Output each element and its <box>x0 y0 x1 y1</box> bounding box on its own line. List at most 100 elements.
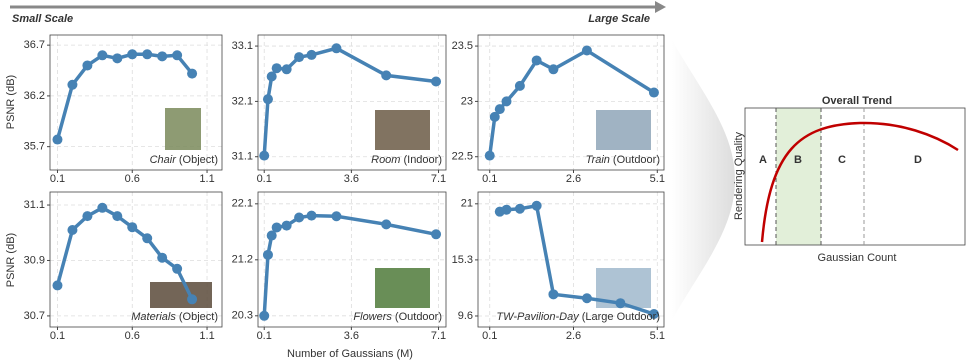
data-point <box>97 202 108 213</box>
data-point <box>548 64 559 75</box>
scene-setting: (Large Outdoor) <box>582 311 660 323</box>
data-point <box>581 45 592 56</box>
data-point <box>484 150 495 161</box>
scene-setting: (Outdoor) <box>613 154 660 166</box>
data-point <box>157 51 168 62</box>
data-point <box>431 76 442 87</box>
x-tick-label: 0.1 <box>482 330 497 342</box>
data-point <box>112 211 123 222</box>
scene-name: Train <box>586 154 610 166</box>
data-point <box>52 280 63 291</box>
data-point <box>281 220 292 231</box>
x-tick-label: 0.1 <box>50 330 65 342</box>
region-label: D <box>914 154 922 166</box>
panel: 9.6 15.3 21 0.1 2.6 5.1 TW-Pavilion-Day (Large … <box>452 191 665 342</box>
y-tick-label: 23 <box>461 95 473 107</box>
data-point <box>259 310 270 321</box>
y-tick-label: 36.2 <box>24 90 45 102</box>
scene-setting: (Outdoor) <box>395 311 442 323</box>
data-point <box>306 210 317 221</box>
data-point <box>648 309 659 320</box>
data-point <box>331 43 342 54</box>
scene-name: Flowers <box>353 311 392 323</box>
scene-thumbnail <box>165 108 201 150</box>
data-point <box>294 52 305 63</box>
data-point <box>52 134 63 145</box>
plot-frame <box>49 191 223 328</box>
data-point <box>187 68 198 79</box>
scene-thumbnail <box>375 110 430 150</box>
y-tick-label: 36.7 <box>24 39 45 51</box>
scene-label: TW-Pavilion-Day (Large Outdoor) <box>496 311 660 323</box>
data-point <box>67 224 78 235</box>
data-point <box>266 71 277 82</box>
x-tick-label: 0.1 <box>482 173 497 185</box>
series-line <box>55 52 194 141</box>
x-tick-label: 7.1 <box>431 330 446 342</box>
data-point <box>489 111 500 122</box>
data-point <box>581 293 592 304</box>
data-point <box>501 204 512 215</box>
panel: 22.5 23 23.5 0.1 2.6 5.1 Train (Outdoor) <box>452 34 665 185</box>
data-point <box>157 252 168 263</box>
trend-y-label: Rendering Quality <box>733 131 745 220</box>
zoom-fan <box>672 40 735 320</box>
region-label: C <box>838 154 846 166</box>
x-tick-label: 0.6 <box>125 173 140 185</box>
plot-frame <box>477 191 665 328</box>
large-scale: Large Scale <box>588 13 650 25</box>
small-scale: Small Scale <box>12 13 73 25</box>
series-line <box>55 205 194 301</box>
data-point <box>271 63 282 74</box>
trend-title: Overall Trend <box>822 95 892 107</box>
scene-setting: (Object) <box>179 154 218 166</box>
x-tick-label: 1.1 <box>199 173 214 185</box>
scene-setting: (Object) <box>179 311 218 323</box>
y-tick-label: 21 <box>461 198 473 210</box>
y-tick-label: 15.3 <box>452 254 473 266</box>
y-tick-label: 9.6 <box>458 310 473 322</box>
x-axis-label: Number of Gaussians (M) <box>287 348 413 360</box>
x-tick-label: 0.6 <box>125 330 140 342</box>
data-point <box>187 294 198 305</box>
y-tick-label: 31.1 <box>24 199 45 211</box>
x-tick-label: 3.6 <box>344 173 359 185</box>
y-tick-label: 32.1 <box>232 95 253 107</box>
y-tick-label: 21.2 <box>232 254 253 266</box>
y-tick-label: 33.1 <box>232 40 253 52</box>
arrow-head <box>655 1 666 13</box>
y-axis-label: PSNR (dB) <box>5 233 17 287</box>
data-point <box>82 211 93 222</box>
data-point <box>112 53 123 64</box>
plot-frame <box>49 34 223 171</box>
panel: 35.7 36.2 36.7 0.1 0.6 1.1 Chair (Object) <box>24 34 223 185</box>
data-point <box>306 49 317 60</box>
data-point <box>548 289 559 300</box>
data-point <box>172 263 183 274</box>
x-tick-label: 3.6 <box>344 330 359 342</box>
data-point <box>67 79 78 90</box>
y-axis-label: PSNR (dB) <box>5 75 17 129</box>
data-point <box>82 60 93 71</box>
region-b <box>776 108 821 245</box>
data-point <box>501 96 512 107</box>
data-point <box>262 249 273 260</box>
scene-name: TW-Pavilion-Day <box>496 311 580 323</box>
data-point <box>142 49 153 60</box>
trend-panel: Overall Trend Gaussian Count Rendering Q… <box>733 95 966 264</box>
x-tick-label: 0.1 <box>257 330 272 342</box>
region-label: A <box>759 154 767 166</box>
scene-name: Materials <box>131 311 176 323</box>
trend-curve <box>760 121 959 243</box>
data-point <box>294 212 305 223</box>
x-tick-label: 5.1 <box>650 173 665 185</box>
data-point <box>615 298 626 309</box>
scene-thumbnail <box>375 268 430 308</box>
y-tick-label: 31.1 <box>232 151 253 163</box>
data-point <box>381 219 392 230</box>
y-tick-label: 35.7 <box>24 141 45 153</box>
x-tick-label: 0.1 <box>50 173 65 185</box>
x-tick-label: 2.6 <box>566 173 581 185</box>
y-tick-label: 20.3 <box>232 310 253 322</box>
